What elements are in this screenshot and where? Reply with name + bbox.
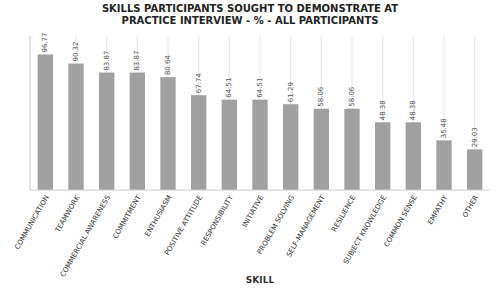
bar (160, 77, 175, 190)
chart: SKILLS PARTICIPANTS SOUGHT TO DEMONSTRAT… (0, 0, 500, 289)
data-label: 29.03 (471, 127, 479, 147)
x-tick-label: POSITIVE ATTITUDE (163, 194, 204, 257)
x-axis-label: SKILL (246, 275, 275, 285)
bar (467, 149, 482, 190)
bar (68, 64, 83, 190)
data-labels: 96.77 90.32 83.87 83.87 80.64 67.74 64.51 64.51… (41, 32, 478, 147)
bar (38, 55, 53, 190)
data-label: 83.87 (103, 51, 111, 71)
grid (45, 36, 474, 190)
bar (375, 122, 390, 190)
data-label: 83.87 (133, 51, 141, 71)
bar (314, 109, 329, 190)
data-label: 64.51 (256, 78, 264, 98)
y-axis-line (30, 36, 31, 190)
x-tick-label: RESPONSIBILITY (200, 193, 236, 247)
bars (38, 55, 483, 190)
data-label: 90.32 (72, 42, 80, 62)
data-label: 48.38 (409, 100, 417, 120)
x-tick-label: COMMITMENT (111, 193, 143, 240)
data-label: 48.38 (379, 100, 387, 120)
data-label: 96.77 (41, 32, 49, 52)
data-label: 64.51 (225, 78, 233, 98)
title-line: PRACTICE INTERVIEW - % - ALL PARTICIPANT… (122, 15, 379, 26)
data-label: 58.06 (348, 86, 356, 107)
data-label: 67.74 (195, 73, 203, 94)
x-tick-label: OTHER (461, 194, 480, 219)
data-label: 58.06 (317, 86, 325, 107)
x-tick-label: SUBJECT KNOWLEDGE (342, 194, 388, 266)
chart-container: SKILLS PARTICIPANTS SOUGHT TO DEMONSTRAT… (0, 0, 500, 289)
bar (99, 73, 114, 190)
bar (130, 73, 145, 190)
bar (436, 140, 451, 190)
bar (406, 122, 421, 190)
x-tick-label: COMMON SENSE (383, 194, 419, 249)
data-label: 80.64 (164, 55, 172, 76)
x-axis-line (30, 190, 490, 191)
title: SKILLS PARTICIPANTS SOUGHT TO DEMONSTRAT… (102, 3, 398, 26)
x-tick-label: RESILIENCE (330, 194, 357, 233)
x-tick-label: SELF-MANAGEMENT (285, 193, 327, 258)
x-tick-label: COMMUNICATION (13, 194, 50, 251)
data-label: 61.29 (287, 82, 295, 102)
x-tick-label: INITIATIVE (241, 194, 266, 229)
bar (222, 100, 237, 190)
x-tick-label: TEAMWORK (53, 194, 81, 235)
x-tick-label: EMPATHY (426, 193, 449, 226)
x-tick-label: COMMERCIAL AWARENESS (59, 194, 113, 279)
data-label: 35.48 (440, 118, 448, 138)
x-tick-labels: COMMUNICATIONTEAMWORKCOMMERCIAL AWARENES… (13, 193, 480, 278)
bar (283, 104, 298, 190)
title-line: SKILLS PARTICIPANTS SOUGHT TO DEMONSTRAT… (102, 3, 398, 14)
bar (252, 100, 267, 190)
bar (344, 109, 359, 190)
x-tick-label: ENTHUSIASM (143, 194, 173, 238)
bar (191, 95, 206, 190)
